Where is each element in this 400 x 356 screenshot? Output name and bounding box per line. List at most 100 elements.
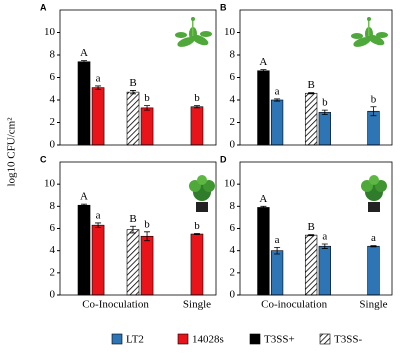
legend-swatch [319, 333, 331, 345]
bar [91, 87, 105, 146]
y-tick-label: 10 [224, 26, 236, 38]
error-bar [144, 105, 151, 111]
error-bar [260, 69, 267, 73]
error-bar [260, 205, 267, 209]
panel-label: C [40, 154, 47, 164]
bar [367, 110, 380, 146]
legend-swatch [111, 333, 123, 345]
bar [270, 99, 284, 146]
y-tick-label: 6 [50, 71, 56, 83]
error-bar [321, 109, 328, 116]
bar [77, 204, 91, 296]
y-tick-label: 0 [50, 139, 56, 151]
group-label: Single [183, 299, 211, 311]
y-tick-label: 4 [50, 94, 56, 106]
legend-label: T3SS- [334, 334, 362, 346]
legend-label: LT2 [126, 334, 144, 346]
error-bar [81, 60, 88, 64]
bar [126, 229, 140, 296]
bar [257, 207, 270, 296]
significance-letter: a [96, 72, 101, 84]
error-bar [130, 225, 137, 234]
error-bar [308, 234, 315, 237]
significance-letter: B [307, 221, 314, 233]
panel-label: B [220, 2, 227, 12]
error-bar [274, 246, 281, 255]
y-axis-label: log10 CFU/cm² [6, 117, 18, 187]
y-tick-label: 4 [230, 244, 236, 256]
panel-label: A [40, 2, 47, 12]
bar [367, 245, 380, 296]
significance-letter: a [96, 209, 101, 221]
bar [91, 224, 105, 296]
significance-letter: B [307, 79, 314, 91]
bar [190, 106, 204, 146]
plant-icon [189, 175, 215, 212]
y-tick-label: 2 [230, 266, 236, 278]
error-bar [274, 98, 281, 102]
legend-label: T3SS+ [264, 334, 295, 346]
significance-letter: a [322, 231, 327, 243]
bar [190, 233, 204, 296]
plant-icon [175, 17, 212, 47]
significance-letter: A [80, 191, 88, 203]
bar [257, 70, 270, 146]
y-tick-label: 6 [230, 222, 236, 234]
y-tick-label: 8 [230, 49, 236, 61]
plot-frame [239, 161, 393, 296]
legend-label: 14028s [192, 334, 224, 346]
significance-letter: A [259, 56, 267, 68]
y-tick-label: 0 [50, 289, 56, 301]
significance-letter: b [371, 93, 377, 105]
group-label: Co-inoculation [261, 299, 327, 311]
legend-swatch [249, 333, 261, 345]
significance-letter: B [129, 77, 136, 89]
y-tick-label: 0 [230, 139, 236, 151]
error-bar [370, 245, 377, 248]
y-tick-label: 10 [44, 178, 56, 190]
y-tick-label: 4 [230, 94, 236, 106]
significance-letter: A [80, 47, 88, 59]
bar [304, 234, 318, 296]
y-tick-label: 6 [50, 222, 56, 234]
error-bar [81, 203, 88, 207]
y-tick-label: 6 [230, 71, 236, 83]
group-label: Co-Inoculation [82, 299, 149, 311]
bar [270, 250, 284, 296]
plant-icon [361, 175, 387, 212]
significance-letter: b [194, 220, 200, 232]
y-tick-label: 2 [230, 116, 236, 128]
significance-letter: b [144, 92, 150, 104]
error-bar [370, 106, 377, 117]
y-tick-label: 8 [50, 49, 56, 61]
error-bar [130, 90, 137, 95]
bar [77, 61, 91, 146]
significance-letter: b [322, 97, 328, 109]
y-tick-label: 10 [224, 178, 236, 190]
bar [140, 107, 154, 146]
group-label: Single [359, 299, 387, 311]
y-tick-label: 0 [230, 289, 236, 301]
y-tick-label: 8 [50, 200, 56, 212]
y-tick-label: 4 [50, 244, 56, 256]
plant-icon [351, 17, 388, 47]
error-bar [95, 222, 102, 228]
plot-frame [239, 9, 393, 146]
y-tick-label: 8 [230, 200, 236, 212]
significance-letter: a [275, 234, 280, 246]
bar [140, 235, 154, 296]
error-bar [144, 231, 151, 242]
bar [126, 91, 140, 146]
y-tick-label: 2 [50, 116, 56, 128]
plot-frame [59, 9, 217, 146]
bar [318, 245, 331, 296]
significance-letter: A [259, 193, 267, 205]
legend-swatch [177, 333, 189, 345]
significance-letter: a [371, 232, 376, 244]
y-tick-label: 10 [44, 26, 56, 38]
significance-letter: B [129, 213, 136, 225]
y-tick-label: 2 [50, 266, 56, 278]
significance-letter: b [144, 218, 150, 230]
error-bar [321, 243, 328, 249]
